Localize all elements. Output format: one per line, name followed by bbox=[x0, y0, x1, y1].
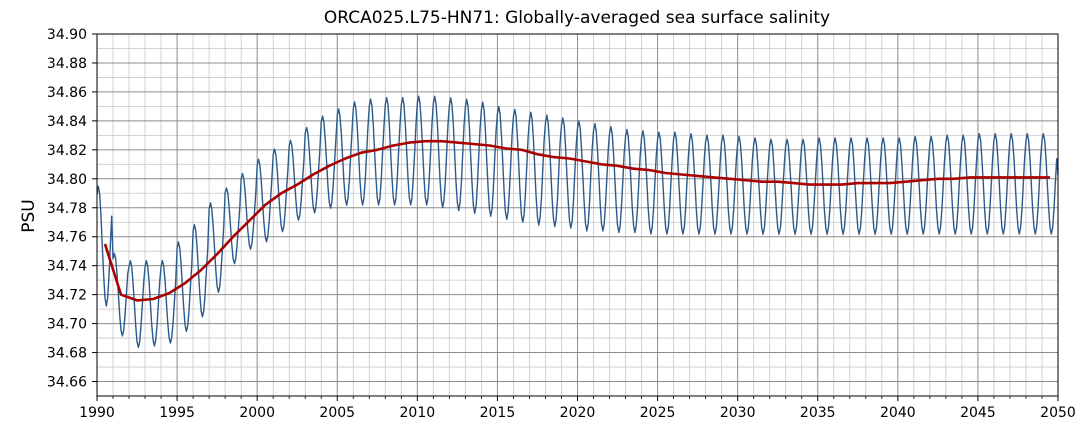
y-tick-label: 34.84 bbox=[47, 114, 87, 130]
x-axis-ticks: 1990 1995 2000 2005 2010 2015 2020 2025 2030 2035… bbox=[79, 396, 1076, 421]
x-tick-label: 2000 bbox=[239, 405, 275, 421]
x-tick-label: 2010 bbox=[400, 405, 436, 421]
x-tick-label: 2040 bbox=[880, 405, 916, 421]
y-tick-label: 34.74 bbox=[47, 259, 87, 275]
y-tick-label: 34.70 bbox=[47, 317, 87, 333]
annual-mean-salinity-line bbox=[103, 139, 1050, 302]
x-tick-label: 2045 bbox=[960, 405, 996, 421]
x-tick-label: 2020 bbox=[560, 405, 596, 421]
chart-title: ORCA025.L75-HN71: Globally-averaged sea … bbox=[324, 8, 830, 28]
y-tick-label: 34.86 bbox=[47, 85, 87, 101]
y-tick-label: 34.68 bbox=[47, 346, 87, 362]
x-tick-label: 2035 bbox=[800, 405, 836, 421]
y-axis-label: PSU bbox=[19, 199, 39, 233]
x-tick-label: 2015 bbox=[480, 405, 516, 421]
monthly-salinity-line bbox=[96, 95, 1059, 349]
x-tick-label: 2050 bbox=[1040, 405, 1076, 421]
x-tick-label: 2005 bbox=[319, 405, 355, 421]
y-axis-ticks: 34.66 34.68 34.70 34.72 34.74 34.76 34.78 34.80… bbox=[47, 27, 97, 391]
y-tick-label: 34.90 bbox=[47, 27, 87, 43]
y-tick-label: 34.82 bbox=[47, 143, 87, 159]
x-tick-label: 1995 bbox=[159, 405, 195, 421]
y-tick-label: 34.78 bbox=[47, 201, 87, 217]
x-tick-label: 2025 bbox=[640, 405, 676, 421]
y-tick-label: 34.88 bbox=[47, 56, 87, 72]
y-tick-label: 34.80 bbox=[47, 172, 87, 188]
x-tick-label: 2030 bbox=[720, 405, 756, 421]
x-tick-label: 1990 bbox=[79, 405, 115, 421]
y-tick-label: 34.66 bbox=[47, 375, 87, 391]
series-layer bbox=[96, 95, 1059, 349]
y-tick-label: 34.72 bbox=[47, 288, 87, 304]
y-tick-label: 34.76 bbox=[47, 230, 87, 246]
